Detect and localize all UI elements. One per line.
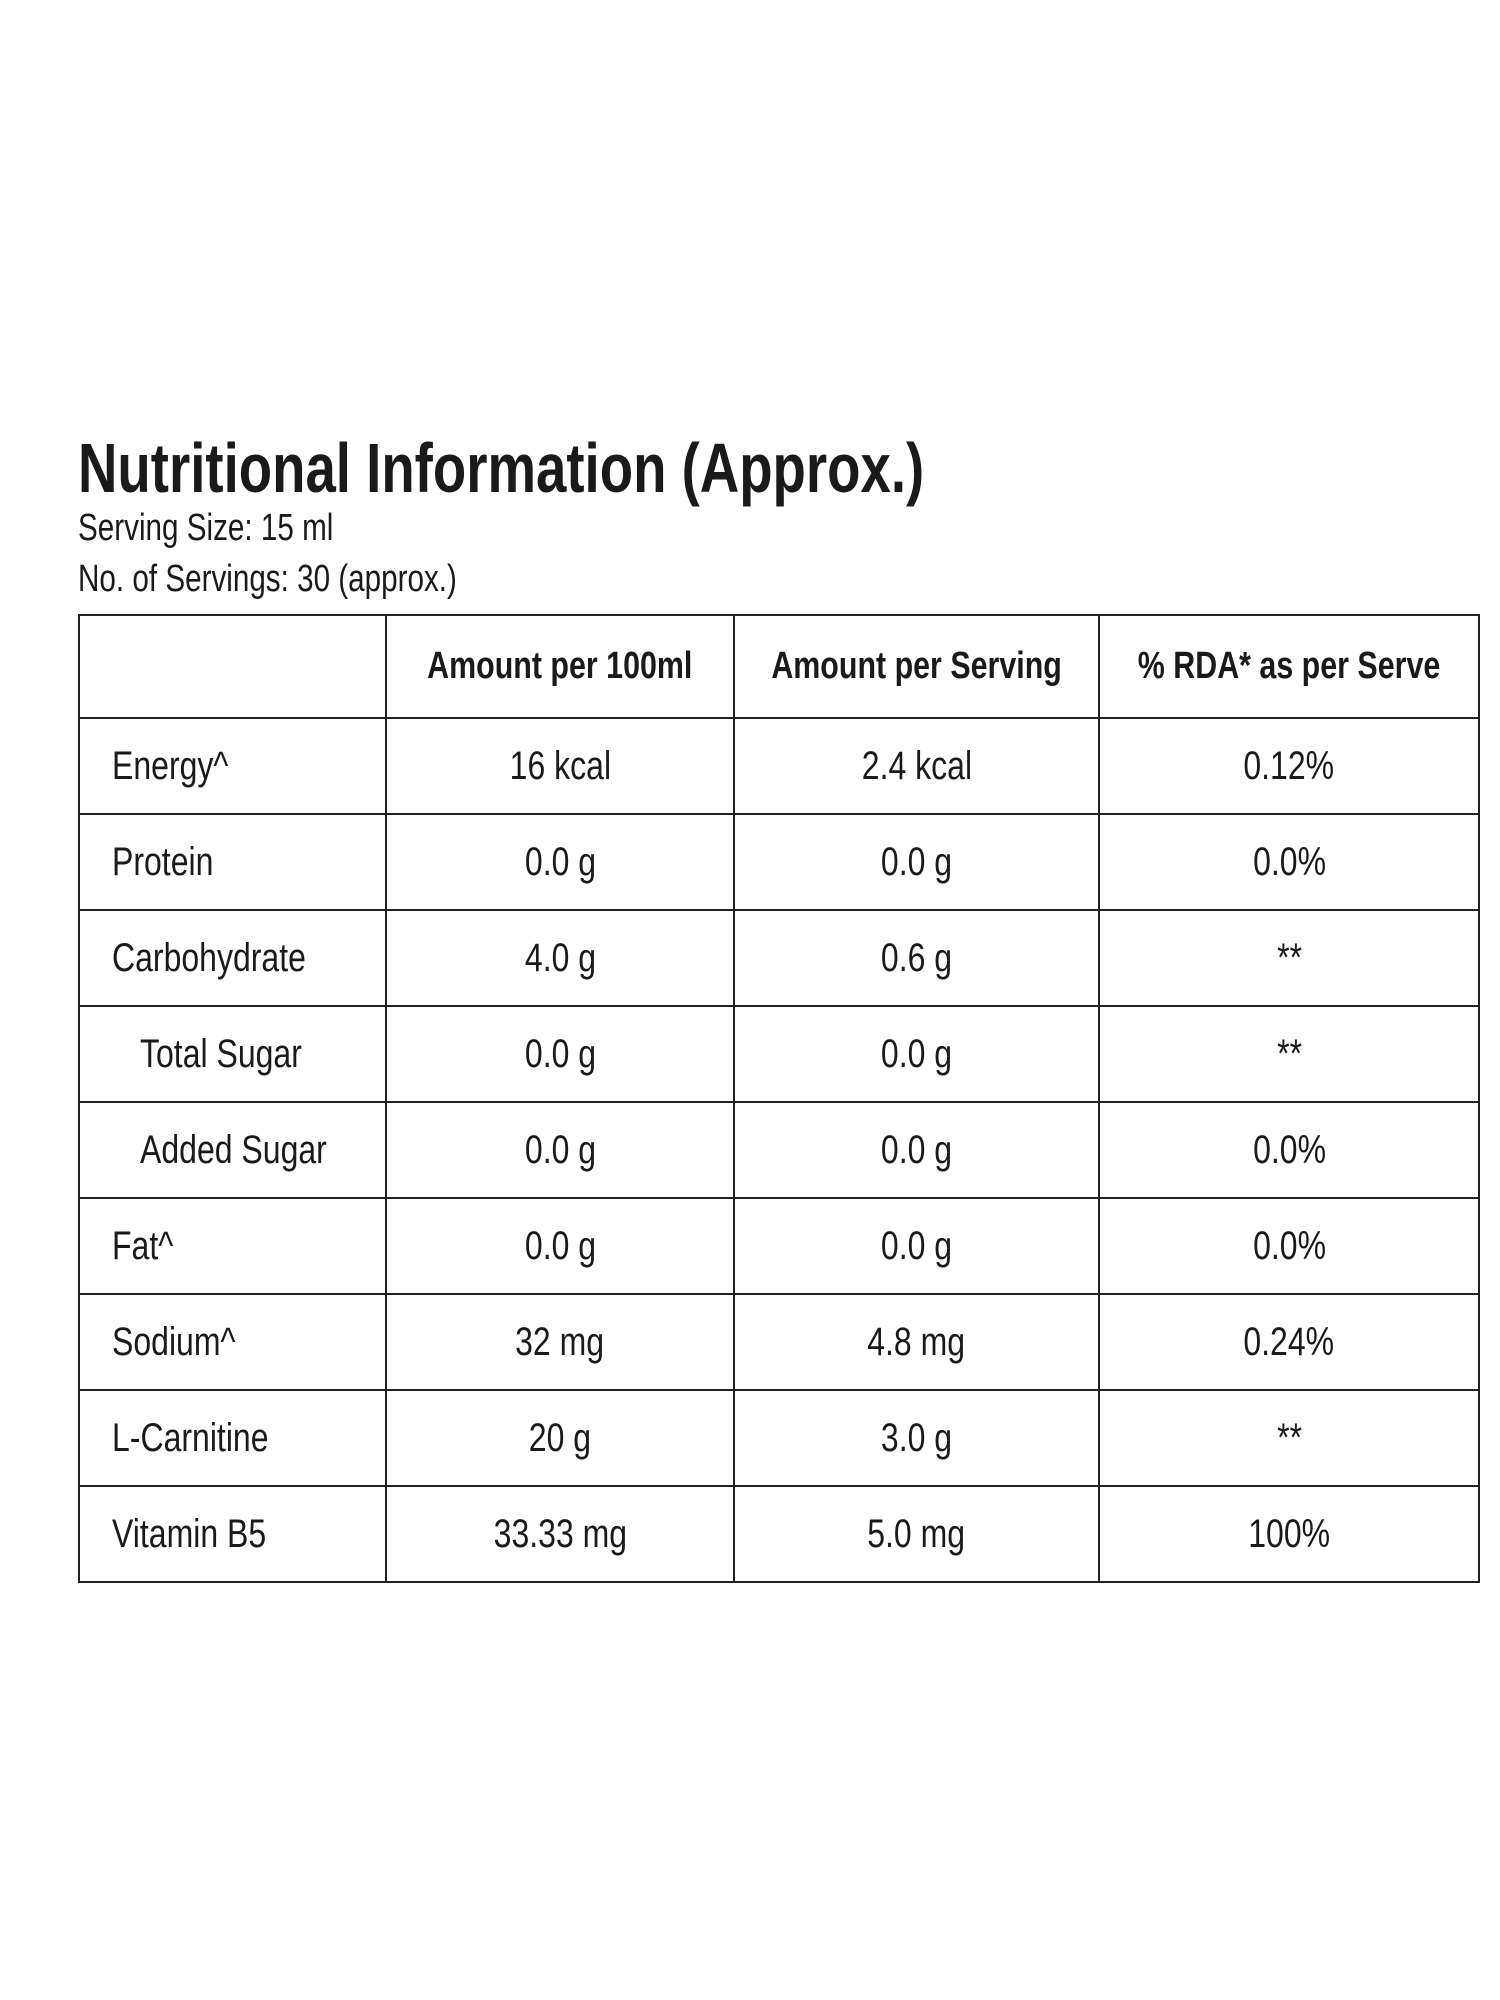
cell-text: 0.0 g bbox=[880, 1127, 953, 1172]
cell: ** bbox=[1098, 1389, 1481, 1487]
cell: 0.0 g bbox=[732, 1101, 1101, 1199]
cell-text: 0.0 g bbox=[524, 839, 596, 884]
cell-text: ** bbox=[1276, 1031, 1302, 1076]
row-label: Sodium^ bbox=[78, 1293, 387, 1391]
cell: 100% bbox=[1098, 1485, 1481, 1583]
column-header: Amount per Serving bbox=[732, 614, 1101, 719]
cell: 4.0 g bbox=[385, 909, 735, 1007]
cell-text: 16 kcal bbox=[509, 743, 611, 788]
cell-text: 0.0 g bbox=[880, 1223, 953, 1268]
cell: 0.0 g bbox=[732, 1197, 1101, 1295]
row-label-text: Vitamin B5 bbox=[112, 1511, 267, 1556]
cell-text: 4.0 g bbox=[524, 935, 596, 980]
column-header: Amount per 100ml bbox=[385, 614, 735, 719]
title: Nutritional Information (Approx.) bbox=[78, 429, 925, 507]
cell: 0.0 g bbox=[732, 1005, 1101, 1103]
cell: ** bbox=[1098, 1005, 1481, 1103]
row: Energy^ 16 kcal 2.4 kcal 0.12% bbox=[78, 717, 1481, 815]
cell-text: 0.0 g bbox=[880, 1031, 953, 1076]
cell: 2.4 kcal bbox=[732, 717, 1101, 815]
row-label: Energy^ bbox=[78, 717, 387, 815]
cell: 20 g bbox=[385, 1389, 735, 1487]
header-cell bbox=[78, 614, 387, 719]
row-label-text: Total Sugar bbox=[140, 1031, 302, 1076]
column-header-text: Amount per Serving bbox=[771, 645, 1062, 687]
row-label: Total Sugar bbox=[78, 1005, 387, 1103]
row-label-text: Added Sugar bbox=[140, 1127, 327, 1172]
cell: 0.0% bbox=[1098, 813, 1481, 911]
row: Fat^ 0.0 g 0.0 g 0.0% bbox=[78, 1197, 1481, 1295]
cell-text: 0.0 g bbox=[524, 1223, 596, 1268]
nutrition-table: Amount per 100ml Amount per Serving % RDA*… bbox=[78, 614, 1481, 1583]
cell-text: 0.0% bbox=[1252, 1127, 1326, 1172]
cell-text: 3.0 g bbox=[880, 1415, 953, 1460]
row-label: Carbohydrate bbox=[78, 909, 387, 1007]
cell-text: 20 g bbox=[528, 1415, 592, 1460]
cell: 0.0 g bbox=[385, 1197, 735, 1295]
row: Vitamin B5 33.33 mg 5.0 mg 100% bbox=[78, 1485, 1481, 1583]
row-label-text: Fat^ bbox=[112, 1223, 174, 1268]
row-label: Added Sugar bbox=[78, 1101, 387, 1199]
row-label-text: Protein bbox=[112, 839, 214, 884]
cell-text: 32 mg bbox=[515, 1319, 605, 1364]
cell: 0.0 g bbox=[385, 1101, 735, 1199]
cell-text: 2.4 kcal bbox=[861, 743, 972, 788]
cell-text: 0.0 g bbox=[524, 1031, 596, 1076]
row: Total Sugar 0.0 g 0.0 g ** bbox=[78, 1005, 1481, 1103]
column-header-text: % RDA* as per Serve bbox=[1137, 645, 1441, 687]
row-label: Protein bbox=[78, 813, 387, 911]
cell-text: 0.6 g bbox=[880, 935, 953, 980]
row-label-text: Carbohydrate bbox=[112, 935, 306, 980]
cell: 4.8 mg bbox=[732, 1293, 1101, 1391]
cell: 0.0 g bbox=[385, 1005, 735, 1103]
cell: 0.0% bbox=[1098, 1101, 1481, 1199]
cell: 0.0 g bbox=[732, 813, 1101, 911]
column-header-text: Amount per 100ml bbox=[427, 645, 693, 687]
header-row: Amount per 100ml Amount per Serving % RDA*… bbox=[78, 614, 1481, 719]
cell: 0.0% bbox=[1098, 1197, 1481, 1295]
row: Added Sugar 0.0 g 0.0 g 0.0% bbox=[78, 1101, 1481, 1199]
row: L-Carnitine 20 g 3.0 g ** bbox=[78, 1389, 1481, 1487]
row: Carbohydrate 4.0 g 0.6 g ** bbox=[78, 909, 1481, 1007]
cell-text: 5.0 mg bbox=[867, 1511, 966, 1556]
row-label: L-Carnitine bbox=[78, 1389, 387, 1487]
cell: 33.33 mg bbox=[385, 1485, 735, 1583]
cell: 0.6 g bbox=[732, 909, 1101, 1007]
cell-text: 100% bbox=[1248, 1511, 1331, 1556]
row-label: Vitamin B5 bbox=[78, 1485, 387, 1583]
row-label: Fat^ bbox=[78, 1197, 387, 1295]
column-header: % RDA* as per Serve bbox=[1098, 614, 1481, 719]
cell-text: 0.0% bbox=[1252, 839, 1326, 884]
cell: 32 mg bbox=[385, 1293, 735, 1391]
row-label-text: L-Carnitine bbox=[112, 1415, 269, 1460]
cell: ** bbox=[1098, 909, 1481, 1007]
serving-size: Serving Size: 15 ml bbox=[78, 507, 334, 549]
row: Protein 0.0 g 0.0 g 0.0% bbox=[78, 813, 1481, 911]
cell: 0.24% bbox=[1098, 1293, 1481, 1391]
row-label-text: Sodium^ bbox=[112, 1319, 236, 1364]
cell-text: ** bbox=[1276, 935, 1302, 980]
cell: 16 kcal bbox=[385, 717, 735, 815]
cell-text: ** bbox=[1276, 1415, 1302, 1460]
cell-text: 0.0% bbox=[1252, 1223, 1326, 1268]
cell: 0.12% bbox=[1098, 717, 1481, 815]
cell: 5.0 mg bbox=[732, 1485, 1101, 1583]
cell-text: 33.33 mg bbox=[493, 1511, 627, 1556]
cell: 3.0 g bbox=[732, 1389, 1101, 1487]
cell-text: 0.24% bbox=[1243, 1319, 1335, 1364]
cell-text: 4.8 mg bbox=[867, 1319, 966, 1364]
cell-text: 0.0 g bbox=[524, 1127, 596, 1172]
row-label-text: Energy^ bbox=[112, 743, 229, 788]
cell-text: 0.12% bbox=[1243, 743, 1335, 788]
servings: No. of Servings: 30 (approx.) bbox=[78, 558, 457, 600]
cell-text: 0.0 g bbox=[880, 839, 953, 884]
row: Sodium^ 32 mg 4.8 mg 0.24% bbox=[78, 1293, 1481, 1391]
cell: 0.0 g bbox=[385, 813, 735, 911]
